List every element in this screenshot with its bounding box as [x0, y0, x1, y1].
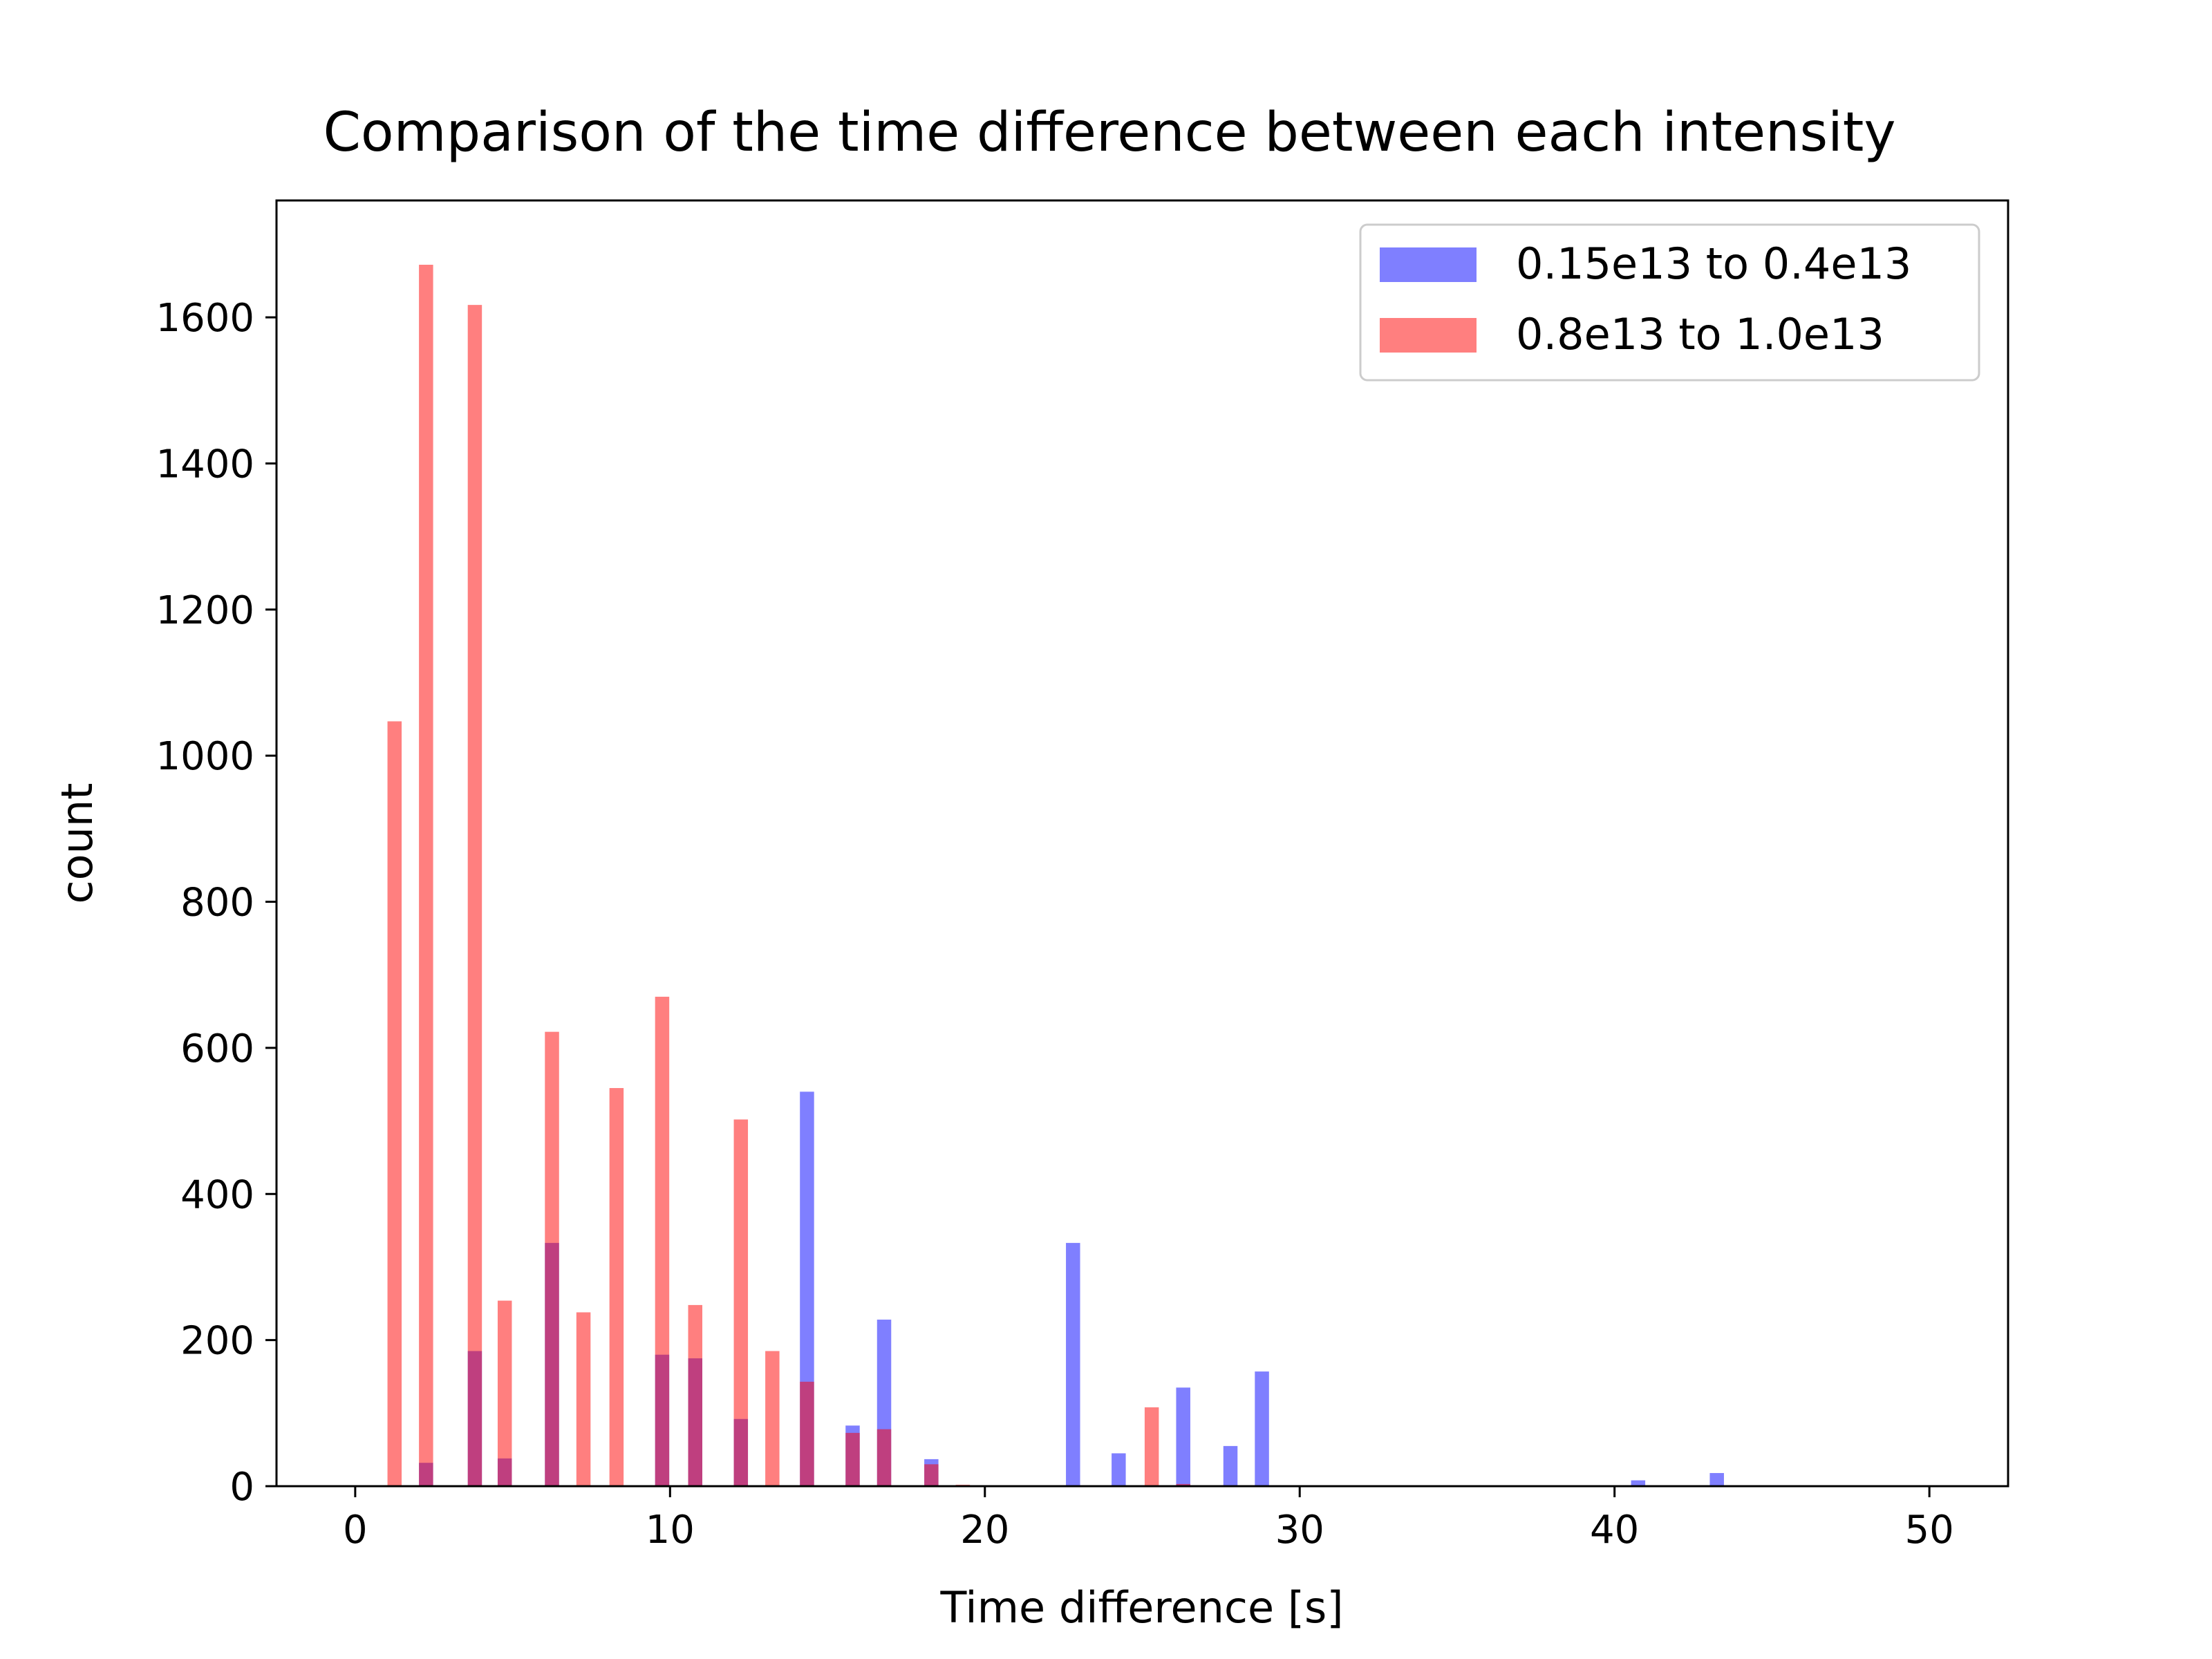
legend-label-red: 0.8e13 to 1.0e13	[1516, 309, 1884, 359]
bar	[1144, 1407, 1159, 1486]
x-axis: 0 10 20 30 40 50	[343, 1486, 1954, 1553]
legend-swatch-blue	[1380, 247, 1477, 282]
y-tick-label: 1000	[156, 734, 254, 779]
legend-swatch-red	[1380, 318, 1477, 353]
y-tick-label: 1400	[156, 442, 254, 487]
bar	[467, 305, 482, 1486]
plot-area	[387, 265, 1724, 1486]
x-tick-label: 40	[1590, 1508, 1639, 1553]
bar	[1631, 1480, 1646, 1486]
legend-box	[1359, 223, 1980, 382]
y-tick-label: 400	[180, 1172, 254, 1217]
series-red	[387, 265, 1190, 1486]
bar	[1066, 1243, 1080, 1486]
x-tick-label: 20	[960, 1508, 1009, 1553]
bar	[497, 1300, 512, 1486]
bar	[688, 1304, 703, 1486]
y-tick-label: 800	[180, 881, 254, 926]
legend: 0.15e13 to 0.4e13 0.8e13 to 1.0e13	[1359, 223, 1980, 382]
bar	[1112, 1453, 1126, 1486]
bar	[1223, 1445, 1238, 1486]
bar	[609, 1088, 624, 1486]
legend-label-blue: 0.15e13 to 0.4e13	[1516, 238, 1911, 289]
bar	[387, 721, 402, 1486]
y-tick-label: 200	[180, 1319, 254, 1364]
axes-frame	[275, 199, 2009, 1488]
y-tick-label: 600	[180, 1027, 254, 1071]
bar	[419, 265, 433, 1486]
bar	[1176, 1483, 1190, 1486]
bar	[655, 996, 670, 1486]
x-tick-label: 10	[646, 1508, 695, 1553]
y-tick-label: 0	[229, 1465, 254, 1510]
chart-title: Comparison of the time difference betwee…	[323, 102, 1895, 164]
bar	[733, 1119, 749, 1486]
y-axis: 0 200 400 600 800 1000 1200 1400 1600	[156, 296, 276, 1510]
bar	[845, 1432, 860, 1486]
bar	[1176, 1387, 1190, 1486]
y-axis-title: count	[52, 783, 102, 904]
bar	[800, 1381, 814, 1486]
x-tick-label: 50	[1905, 1508, 1954, 1553]
bar	[877, 1429, 892, 1486]
bar	[1709, 1472, 1724, 1486]
bar	[545, 1031, 559, 1486]
x-tick-label: 30	[1275, 1508, 1324, 1553]
bar	[924, 1464, 939, 1486]
y-tick-label: 1200	[156, 588, 254, 633]
x-tick-label: 0	[343, 1508, 368, 1553]
bar	[765, 1351, 780, 1486]
bar	[1255, 1371, 1269, 1486]
x-axis-title: Time difference [s]	[939, 1582, 1343, 1633]
bar	[576, 1312, 591, 1486]
y-tick-label: 1600	[156, 296, 254, 341]
